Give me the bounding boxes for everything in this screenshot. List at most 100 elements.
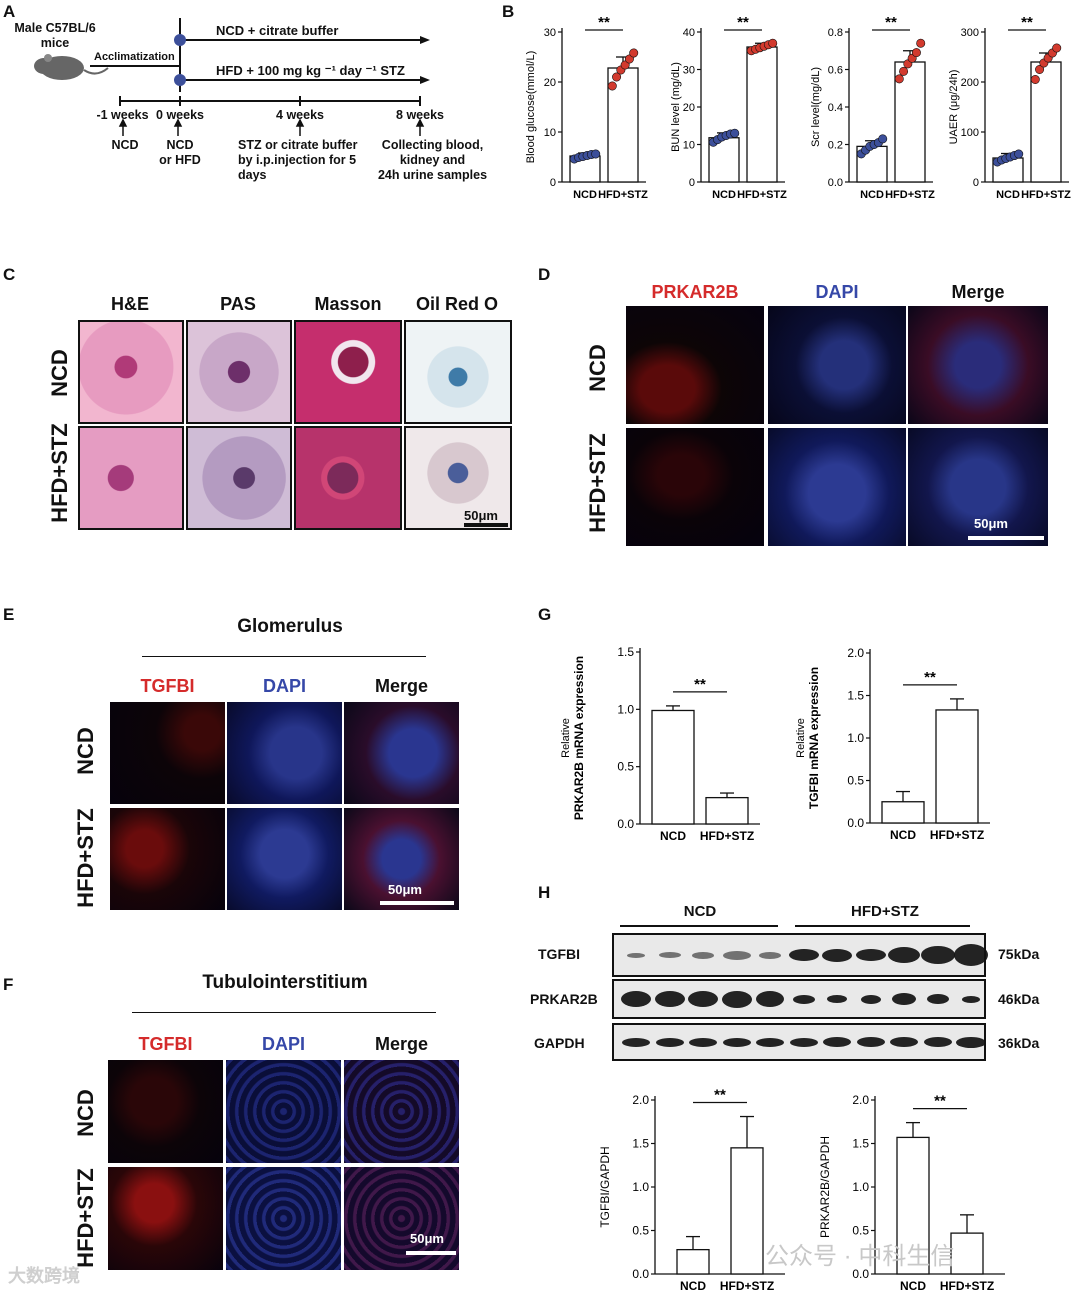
tgfbi-glom-ncd-image	[110, 702, 225, 804]
y-tick-label: 10	[683, 140, 695, 152]
y-tick-label: 10	[544, 127, 556, 139]
dapi-tub-ncd-image	[226, 1060, 341, 1163]
pas-ncd-image	[186, 320, 292, 424]
dapi-tub-hfd-image	[226, 1167, 341, 1270]
x-tick-label: NCD	[660, 829, 686, 843]
blot-band	[756, 991, 784, 1007]
tp-label: 8 weeks	[396, 108, 444, 122]
x-tick-label: HFD+STZ	[700, 829, 754, 843]
blot-band	[722, 1037, 751, 1047]
merge-tub-ncd-image	[344, 1060, 459, 1163]
col-header-red: PRKAR2B	[651, 282, 739, 302]
bar	[676, 1248, 710, 1275]
y-tick-label: 1.0	[852, 1180, 869, 1194]
bar	[651, 709, 695, 825]
masson-ncd-image	[294, 320, 402, 424]
blot-size: 46kDa	[998, 991, 1040, 1007]
blot-band	[822, 948, 852, 962]
blot-band	[654, 991, 685, 1007]
mouse-icon	[34, 54, 109, 80]
blot-band	[956, 1036, 986, 1048]
data-point	[899, 66, 909, 76]
bar	[950, 1232, 984, 1275]
panel-letter-d: D	[538, 265, 551, 284]
y-tick-label: 300	[961, 27, 979, 39]
col-header: Merge	[374, 676, 428, 696]
x-tick-label: HFD+STZ	[720, 1279, 774, 1293]
blot-band	[759, 951, 781, 959]
row-label: NCD	[585, 344, 610, 392]
row-label: HFD+STZ	[73, 808, 98, 908]
data-point	[730, 128, 740, 138]
blot-band	[788, 949, 819, 961]
arm-bottom-label: HFD + 100 mg kg ⁻¹ day ⁻¹ STZ	[216, 63, 405, 78]
bar	[881, 801, 925, 824]
blot-band	[855, 949, 886, 961]
blot-band	[756, 1037, 784, 1047]
panel-letter-h: H	[538, 883, 551, 902]
row-label: NCD	[47, 349, 72, 397]
mouse-label: Male C57BL/6 mice	[14, 21, 96, 50]
blot-band	[827, 995, 847, 1003]
scalebar-label: 50μm	[974, 516, 1008, 531]
col-header: Merge	[374, 1034, 428, 1054]
blot-band	[655, 1037, 684, 1047]
blot-band	[888, 947, 920, 963]
chart-scr-level: 0.0 0.2 0.4 0.6 0.8 Scr level(mg/dL) NCD HFD+ST…	[810, 14, 935, 201]
y-tick-label: 0	[973, 177, 979, 189]
scalebar	[968, 536, 1044, 540]
hfd-node-icon	[174, 74, 186, 86]
blot-band	[692, 951, 714, 959]
row-label: NCD	[73, 1089, 98, 1137]
blot-band	[954, 944, 988, 966]
bar	[935, 709, 979, 824]
blot-label: GAPDH	[534, 1035, 585, 1051]
y-tick-label: 100	[961, 127, 979, 139]
divider	[795, 925, 970, 927]
x-tick-label: NCD	[860, 189, 884, 201]
y-tick-label: 0.5	[847, 774, 864, 788]
row-label: HFD+STZ	[73, 1168, 98, 1268]
data-point	[1035, 64, 1045, 74]
x-tick-label: NCD	[680, 1279, 706, 1293]
col-header-blue: DAPI	[262, 676, 306, 696]
merge-ncd-image	[908, 306, 1048, 424]
y-tick-label: 0.5	[617, 760, 634, 774]
y-axis-label: Relative	[795, 718, 807, 758]
dapi-ncd-image	[768, 306, 906, 424]
watermark-right: 公众号 · 中科生信	[765, 1243, 955, 1270]
blot-band	[721, 990, 752, 1008]
significance-label: **	[1021, 14, 1033, 31]
x-tick-label: NCD	[900, 1279, 926, 1293]
data-point	[1052, 43, 1062, 53]
tgfbi-tub-ncd-image	[108, 1060, 223, 1163]
tp-desc: NCD	[111, 138, 139, 152]
bar	[730, 1147, 764, 1275]
y-tick-label: 0.4	[828, 102, 843, 114]
tgfbi-glom-hfd-image	[110, 808, 225, 910]
row-label: HFD+STZ	[47, 423, 72, 523]
y-tick-label: 0.2	[828, 140, 843, 152]
y-tick-label: 1.0	[632, 1180, 649, 1194]
tp-label: -1 weeks	[96, 108, 149, 122]
x-tick-label: NCD	[996, 189, 1020, 201]
blot-band	[722, 950, 751, 960]
arm-top-label: NCD + citrate buffer	[216, 23, 339, 38]
blot-band	[962, 995, 980, 1003]
blot-band	[860, 994, 881, 1004]
blot-size: 75kDa	[998, 946, 1040, 962]
gapdh-blot	[612, 1023, 986, 1061]
y-tick-label: 2.0	[847, 646, 864, 660]
col-header: H&E	[110, 294, 149, 314]
blot-band	[627, 952, 645, 958]
oilredo-hfd-image: 50μm	[404, 426, 512, 530]
significance-label: **	[694, 676, 706, 693]
y-tick-label: 30	[683, 65, 695, 77]
merge-glom-ncd-image	[344, 702, 459, 804]
y-tick-label: 0.0	[617, 817, 634, 831]
tgfbi-blot	[612, 933, 988, 977]
y-tick-label: 2.0	[852, 1093, 869, 1107]
x-tick-label: HFD+STZ	[1021, 189, 1071, 201]
y-tick-label: 200	[961, 77, 979, 89]
panel-letter-g: G	[538, 605, 552, 624]
